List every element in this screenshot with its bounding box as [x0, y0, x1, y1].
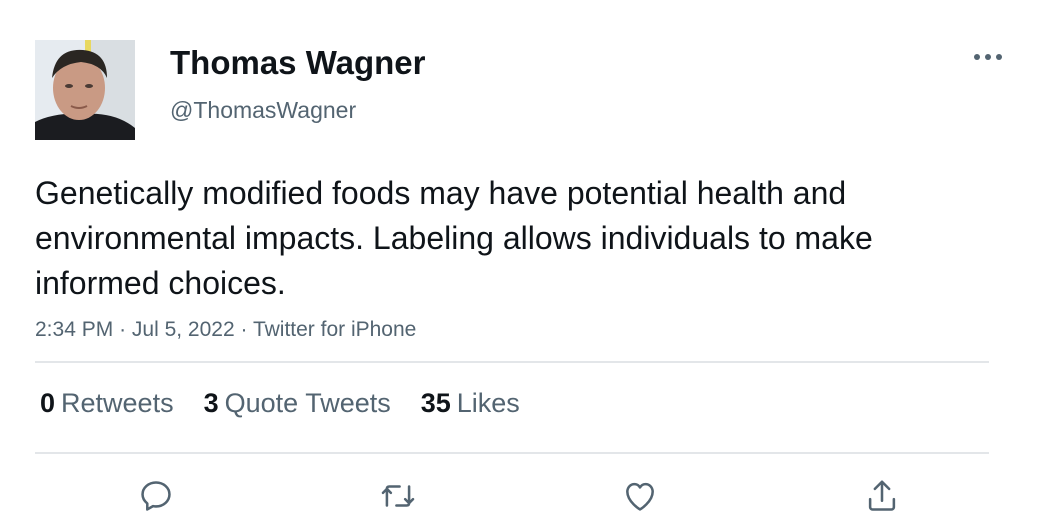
- quote-tweets-stat[interactable]: 3 Quote Tweets: [204, 385, 391, 421]
- quote-tweets-label: Quote Tweets: [224, 388, 391, 418]
- more-dots-icon: [974, 54, 1002, 60]
- meta-separator: ·: [240, 318, 253, 341]
- reply-button[interactable]: [134, 474, 178, 518]
- tweet-text: Genetically modified foods may have pote…: [35, 175, 873, 301]
- share-button[interactable]: [860, 474, 904, 518]
- meta-separator: ·: [119, 318, 132, 341]
- retweet-icon: [381, 485, 415, 507]
- likes-count: 35: [420, 388, 451, 418]
- divider: [35, 452, 989, 454]
- heart-icon: [626, 482, 654, 511]
- share-icon: [868, 480, 896, 511]
- tweet-time[interactable]: 2:34 PM: [35, 318, 114, 341]
- divider: [35, 361, 989, 363]
- tweet-source[interactable]: Twitter for iPhone: [252, 318, 417, 341]
- retweets-label: Retweets: [61, 388, 174, 418]
- tweet-date[interactable]: Jul 5, 2022: [131, 318, 235, 341]
- engagement-stats: 0 Retweets 3 Quote Tweets 35 Likes: [40, 385, 520, 421]
- more-options-button[interactable]: [966, 40, 1010, 74]
- retweets-count: 0: [40, 388, 56, 418]
- avatar[interactable]: [35, 40, 135, 140]
- author-name[interactable]: Thomas Wagner: [170, 44, 426, 81]
- retweets-stat[interactable]: 0 Retweets: [40, 385, 174, 421]
- tweet-metadata: 2:34 PM · Jul 5, 2022 · Twitter for iPho…: [35, 316, 416, 344]
- likes-label: Likes: [456, 388, 520, 418]
- reply-icon: [141, 481, 171, 511]
- retweet-button[interactable]: [376, 474, 420, 518]
- tweet-actions-bar: [0, 470, 1050, 520]
- author-handle[interactable]: @ThomasWagner: [170, 97, 357, 123]
- quote-tweets-count: 3: [203, 388, 219, 418]
- avatar-photo: [35, 40, 135, 140]
- like-button[interactable]: [618, 474, 662, 518]
- likes-stat[interactable]: 35 Likes: [421, 385, 520, 421]
